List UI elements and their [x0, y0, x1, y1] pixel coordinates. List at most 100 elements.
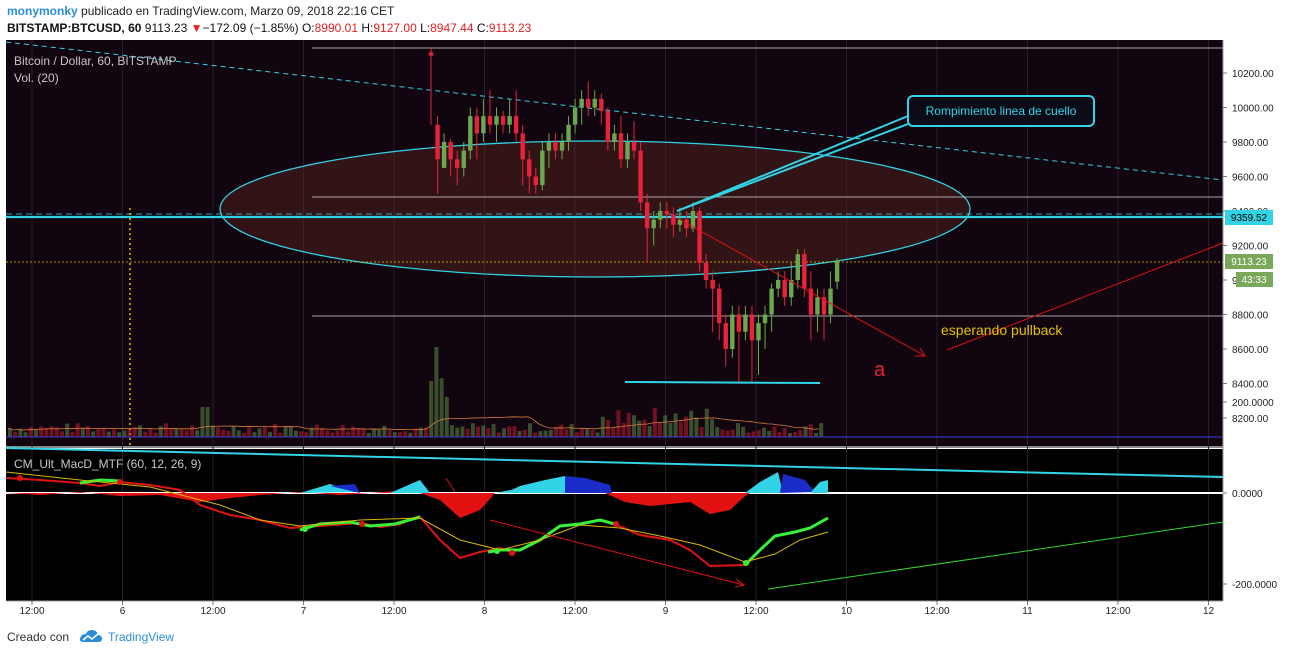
tradingview-logo-icon[interactable] — [78, 628, 104, 644]
candle[interactable] — [638, 142, 643, 211]
candle[interactable] — [481, 98, 486, 142]
candle[interactable] — [684, 211, 689, 237]
candle[interactable] — [828, 271, 833, 324]
candle[interactable] — [448, 138, 453, 177]
volume-bar — [704, 408, 709, 437]
descending-trendline[interactable] — [5, 41, 1224, 181]
candle[interactable] — [533, 167, 538, 194]
candle[interactable] — [553, 133, 558, 160]
volume-bar — [75, 423, 80, 437]
candle[interactable] — [546, 133, 552, 168]
volume-bar — [65, 423, 70, 437]
candle[interactable] — [572, 98, 578, 134]
candle[interactable] — [808, 271, 814, 341]
candles[interactable] — [428, 47, 840, 384]
volume-bar — [101, 427, 106, 437]
pullback-label[interactable]: esperando pullback — [941, 322, 1063, 338]
macd-tick-label: -200.0000 — [1232, 580, 1277, 591]
candle[interactable] — [664, 202, 669, 229]
candle[interactable] — [461, 142, 466, 177]
callout-pointer-a — [676, 115, 909, 212]
support-line[interactable] — [624, 381, 821, 384]
candle[interactable] — [441, 133, 447, 168]
candle[interactable] — [435, 116, 440, 194]
chart-area[interactable]: Rompimiento linea de cuello esperando pu… — [0, 40, 1291, 620]
candle[interactable] — [769, 283, 774, 332]
candle[interactable] — [455, 150, 460, 186]
volume-bar — [112, 429, 116, 437]
main-legend[interactable]: Bitcoin / Dollar, 60, BITSTAMP — [14, 54, 177, 68]
volume-bar — [762, 427, 766, 437]
candle[interactable] — [782, 271, 787, 306]
candle[interactable] — [710, 271, 715, 332]
candle[interactable] — [723, 314, 728, 367]
open-value: 8990.01 — [314, 21, 359, 35]
volume-bar — [548, 429, 553, 437]
candle[interactable] — [507, 98, 512, 134]
callout-box[interactable] — [907, 95, 1095, 127]
candle[interactable] — [520, 124, 525, 186]
letter-label[interactable]: a — [874, 359, 886, 381]
candle[interactable] — [566, 116, 571, 151]
candle[interactable] — [559, 133, 565, 160]
candle[interactable] — [579, 90, 584, 125]
candle[interactable] — [487, 90, 493, 134]
candle[interactable] — [658, 202, 663, 229]
candle[interactable] — [697, 207, 702, 272]
down-projection-arrow[interactable] — [676, 217, 926, 357]
candle[interactable] — [730, 305, 735, 358]
candle[interactable] — [756, 314, 761, 375]
candle[interactable] — [605, 107, 611, 151]
tradingview-link[interactable]: TradingView — [108, 630, 175, 644]
candle[interactable] — [612, 124, 617, 151]
candle[interactable] — [743, 305, 748, 341]
candle[interactable] — [736, 305, 742, 384]
chart-svg[interactable]: Rompimiento linea de cuello esperando pu… — [0, 40, 1291, 620]
volume-bar — [70, 431, 75, 437]
volume-bar — [756, 429, 761, 437]
volume-bar — [720, 429, 725, 437]
candle[interactable] — [540, 142, 545, 191]
candle[interactable] — [599, 93, 604, 125]
volume-legend[interactable]: Vol. (20) — [14, 71, 59, 85]
candle[interactable] — [618, 116, 624, 168]
candle[interactable] — [500, 110, 506, 134]
candle[interactable] — [717, 283, 722, 341]
candle[interactable] — [494, 107, 499, 143]
candle[interactable] — [651, 211, 656, 246]
candle[interactable] — [625, 133, 630, 168]
candle[interactable] — [749, 305, 755, 384]
pattern-ellipse[interactable] — [219, 140, 971, 278]
candle[interactable] — [468, 107, 473, 160]
candle[interactable] — [671, 207, 676, 237]
candle[interactable] — [474, 107, 480, 160]
candle[interactable] — [834, 258, 840, 290]
volume-bar — [278, 432, 283, 437]
candle[interactable] — [592, 90, 597, 117]
author-link[interactable]: monymonky — [7, 4, 78, 18]
candle[interactable] — [631, 121, 637, 160]
up-projection-line[interactable] — [946, 242, 1224, 351]
macd-legend[interactable]: CM_Ult_MacD_MTF (60, 12, 26, 9) — [14, 457, 201, 471]
footer: Creado con TradingView — [0, 620, 1291, 655]
candle[interactable] — [795, 248, 800, 289]
candle[interactable] — [527, 150, 532, 194]
volume-bar — [44, 428, 49, 437]
candle[interactable] — [513, 90, 519, 142]
volume-bar — [236, 430, 241, 437]
candle[interactable] — [821, 288, 827, 341]
price-axis[interactable] — [1223, 40, 1291, 601]
volume-bar — [143, 431, 148, 437]
candle[interactable] — [775, 271, 781, 298]
candle[interactable] — [586, 81, 591, 117]
candle[interactable] — [703, 254, 709, 289]
candle[interactable] — [789, 262, 794, 306]
volume-bar — [257, 428, 262, 437]
candle[interactable] — [644, 193, 650, 263]
candle[interactable] — [428, 47, 434, 125]
volume-bar — [543, 430, 548, 437]
volume-bar — [304, 432, 309, 437]
volume-bar — [767, 430, 772, 437]
chart-header: monymonky publicado en TradingView.com, … — [0, 0, 1291, 40]
candle[interactable] — [762, 305, 768, 349]
